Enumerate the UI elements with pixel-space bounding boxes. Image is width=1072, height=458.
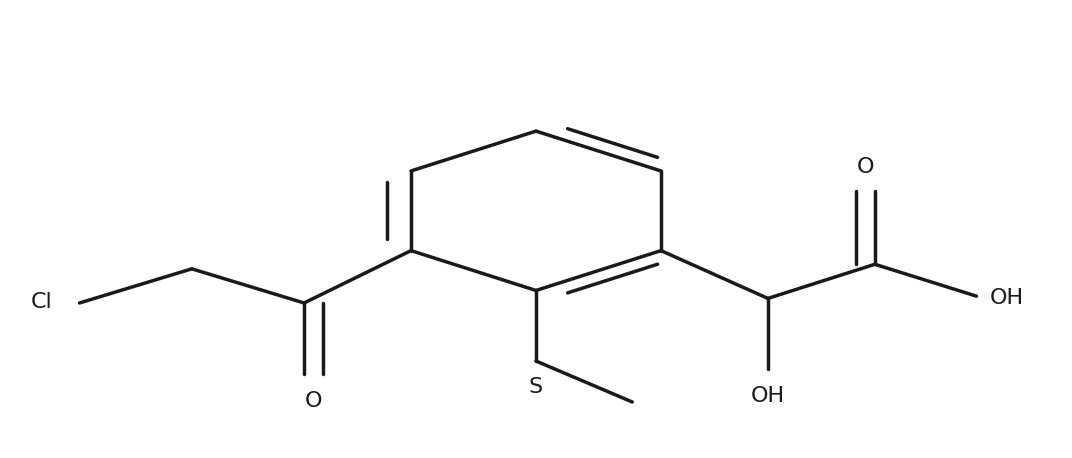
Text: O: O [857, 157, 874, 177]
Text: OH: OH [750, 386, 785, 406]
Text: O: O [304, 391, 323, 411]
Text: S: S [528, 377, 544, 397]
Text: OH: OH [989, 289, 1024, 308]
Text: Cl: Cl [31, 292, 53, 312]
